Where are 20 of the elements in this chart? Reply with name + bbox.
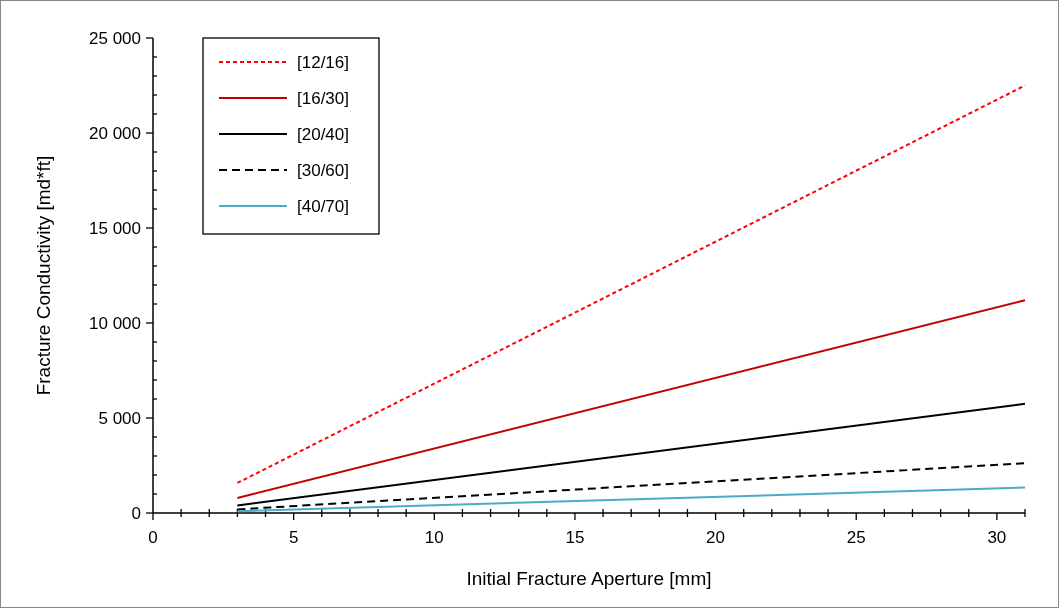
legend-label: [30/60] (297, 160, 349, 180)
y-tick-label: 20 000 (89, 123, 141, 143)
legend-label: [20/40] (297, 124, 349, 144)
x-tick-label: 25 (846, 528, 866, 547)
legend-label: [40/70] (297, 196, 349, 216)
legend-label: [16/30] (297, 88, 349, 108)
y-tick-label: 25 000 (89, 28, 141, 48)
x-tick-label: 0 (148, 528, 158, 547)
y-tick-label: 10 000 (89, 313, 141, 333)
y-tick-label: 0 (131, 503, 141, 523)
x-tick-label: 15 (565, 528, 585, 547)
legend-label: [12/16] (297, 52, 349, 72)
y-tick-label: 15 000 (89, 218, 141, 238)
x-tick-label: 5 (288, 528, 299, 547)
x-tick-label: 20 (706, 528, 726, 547)
x-tick-label: 10 (424, 528, 444, 547)
x-tick-label: 30 (987, 528, 1007, 547)
x-axis-title: Initial Fracture Aperture [mm] (466, 568, 712, 589)
y-tick-label: 5 000 (98, 408, 141, 428)
y-axis-title: Fracture Conductivity [md*ft] (33, 155, 54, 396)
